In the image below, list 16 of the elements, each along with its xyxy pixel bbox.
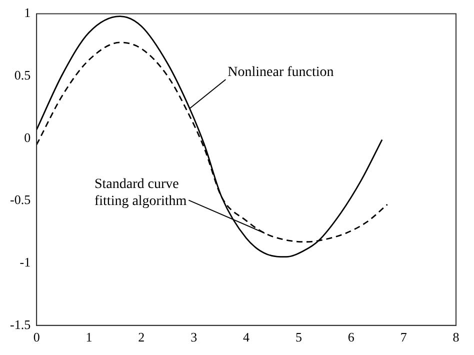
x-tick-label: 5	[295, 330, 302, 345]
x-tick-label: 6	[348, 330, 355, 345]
x-tick-label: 4	[243, 330, 250, 345]
x-tick-label: 8	[452, 330, 460, 345]
y-tick-label: 0	[24, 130, 31, 145]
y-tick-label: 1	[24, 5, 31, 20]
x-tick-label: 1	[86, 330, 92, 345]
x-tick-label: 2	[138, 330, 145, 345]
annotation: Standard curve fitting algorithm	[94, 176, 187, 209]
y-tick-label: 0.5	[14, 68, 31, 83]
y-tick-label: -1.5	[10, 316, 31, 332]
x-tick-label: 3	[190, 330, 198, 345]
x-tick-label: 7	[400, 330, 408, 345]
y-tick-label: -0.5	[10, 192, 31, 208]
y-tick-label: -1	[20, 254, 31, 270]
annotation: Nonlinear function	[228, 65, 334, 80]
